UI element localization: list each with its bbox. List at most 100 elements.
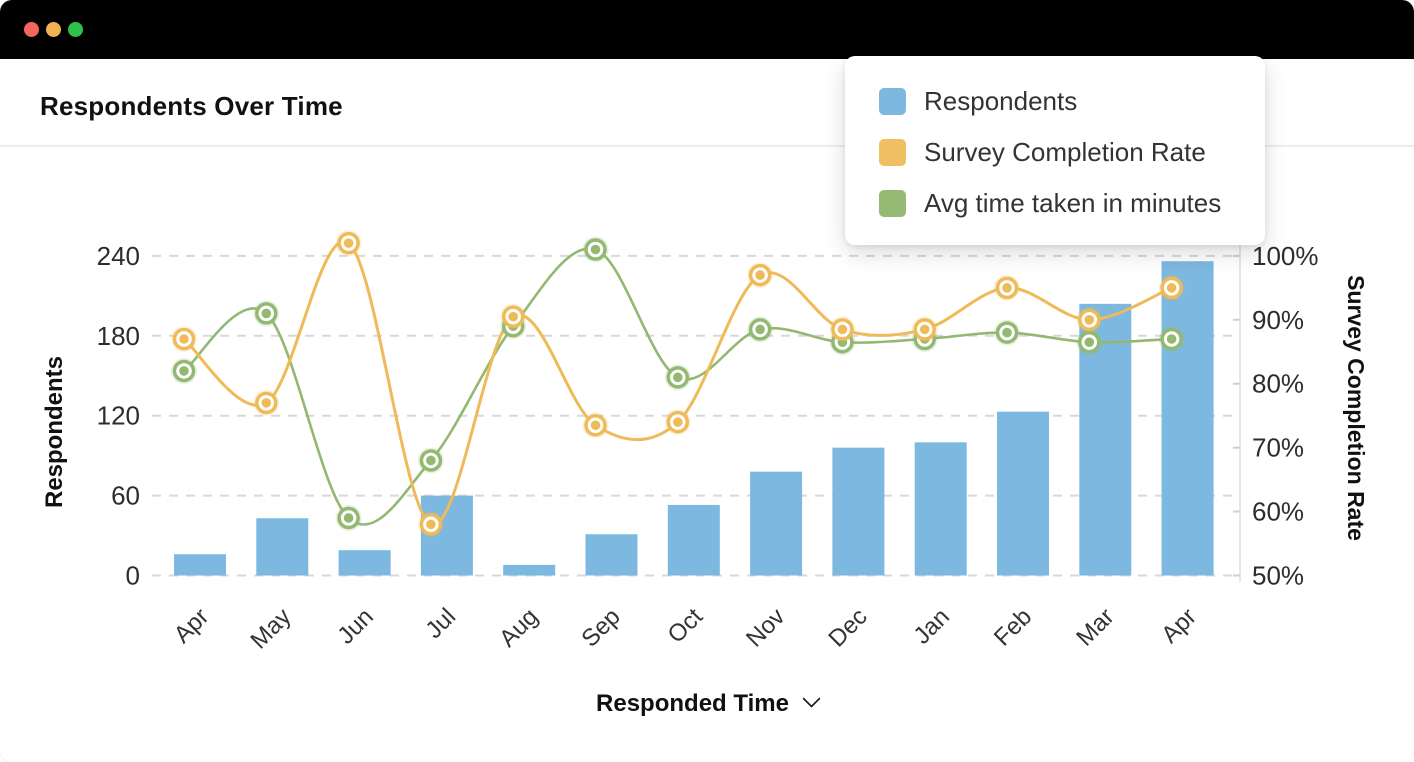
x-axis-month-label: Apr — [1156, 603, 1202, 649]
marker-completion-rate[interactable] — [1078, 308, 1101, 332]
bar-respondents[interactable] — [420, 495, 473, 576]
left-axis-tick-label: 0 — [126, 561, 140, 591]
marker-completion-rate-glow — [335, 230, 362, 257]
marker-avg-time-dot — [590, 244, 601, 255]
minimize-window-button[interactable] — [46, 22, 61, 37]
left-axis-tick-label: 120 — [97, 401, 140, 431]
marker-avg-time-dot — [1084, 337, 1095, 347]
marker-avg-time[interactable] — [1078, 330, 1101, 354]
marker-completion-rate-dot — [755, 270, 765, 280]
x-axis-month-label: Oct — [663, 603, 709, 649]
marker-avg-time-dot — [919, 334, 930, 344]
x-axis-dimension-dropdown[interactable]: Responded Time — [0, 688, 1414, 718]
x-axis-month-label: May — [245, 603, 296, 654]
marker-avg-time[interactable] — [748, 318, 772, 341]
marker-avg-time-glow — [994, 319, 1020, 346]
marker-avg-time-glow — [747, 316, 774, 343]
marker-completion-rate-glow — [253, 389, 280, 416]
legend-item[interactable]: Avg time taken in minutes — [879, 182, 1265, 225]
marker-avg-time-glow — [335, 504, 362, 531]
bar-respondents[interactable] — [338, 550, 391, 576]
legend-card: Respondents Survey Completion Rate Avg tim… — [845, 56, 1265, 245]
bar-respondents[interactable] — [832, 447, 885, 576]
marker-completion-rate[interactable] — [1160, 276, 1183, 300]
x-axis-month-label: Apr — [169, 603, 215, 649]
marker-avg-time[interactable] — [995, 321, 1019, 344]
marker-avg-time[interactable] — [913, 327, 936, 351]
legend-item[interactable]: Respondents — [879, 80, 1265, 123]
marker-avg-time[interactable] — [419, 449, 443, 472]
left-axis-title: Respondents — [41, 356, 68, 508]
line-completion-rate — [183, 239, 1173, 526]
marker-completion-rate-glow — [911, 316, 938, 343]
page-title: Respondents Over Time — [40, 91, 343, 121]
x-axis-month-label: Feb — [989, 603, 1037, 651]
x-axis-month-label: Mar — [1071, 603, 1119, 651]
marker-avg-time-glow — [253, 300, 280, 327]
marker-completion-rate[interactable] — [995, 276, 1019, 300]
marker-avg-time[interactable] — [172, 359, 196, 383]
bar-respondents[interactable] — [914, 442, 967, 576]
marker-completion-rate-glow — [582, 412, 609, 439]
left-axis-tick-label: 180 — [97, 321, 140, 351]
right-axis-tick-label: 80% — [1252, 369, 1304, 399]
marker-avg-time-glow — [829, 329, 856, 356]
marker-completion-rate[interactable] — [255, 391, 278, 415]
marker-avg-time-glow — [1158, 325, 1185, 352]
marker-avg-time[interactable] — [1160, 327, 1183, 351]
bar-respondents[interactable] — [256, 518, 309, 576]
right-axis-title: Survey Completion Rate — [1343, 275, 1369, 541]
bar-respondents[interactable] — [997, 411, 1049, 576]
marker-avg-time-glow — [417, 447, 444, 474]
x-axis-month-label: Dec — [823, 603, 872, 652]
marker-avg-time-dot — [343, 513, 354, 523]
right-axis-tick-label: 90% — [1252, 305, 1304, 335]
left-axis-tick-label: 240 — [97, 241, 140, 271]
marker-avg-time[interactable] — [831, 330, 854, 354]
marker-completion-rate[interactable] — [913, 318, 936, 341]
bar-respondents[interactable] — [174, 554, 226, 576]
marker-avg-time[interactable] — [337, 506, 360, 530]
marker-avg-time-dot — [261, 308, 272, 319]
marker-avg-time-glow — [582, 236, 609, 263]
marker-completion-rate[interactable] — [584, 414, 607, 437]
marker-completion-rate-dot — [1084, 315, 1095, 325]
marker-avg-time-dot — [1166, 334, 1177, 344]
marker-completion-rate[interactable] — [337, 231, 360, 255]
marker-completion-rate-dot — [1166, 283, 1177, 293]
bar-respondents[interactable] — [585, 534, 638, 576]
marker-completion-rate[interactable] — [831, 318, 854, 341]
x-axis-month-label: Jan — [908, 603, 954, 649]
marker-avg-time-glow — [171, 357, 197, 384]
marker-completion-rate-glow — [747, 262, 774, 289]
x-axis-month-label: Aug — [494, 603, 543, 652]
marker-completion-rate-glow — [171, 325, 197, 352]
x-axis-month-label: Jul — [420, 603, 461, 644]
marker-avg-time[interactable] — [666, 366, 690, 389]
bar-respondents[interactable] — [1079, 303, 1132, 576]
marker-avg-time[interactable] — [255, 302, 278, 325]
legend-swatch-icon — [879, 88, 906, 115]
marker-completion-rate-dot — [261, 398, 272, 408]
marker-avg-time[interactable] — [584, 238, 607, 261]
marker-completion-rate[interactable] — [666, 410, 690, 434]
marker-avg-time-dot — [179, 366, 189, 376]
bar-respondents[interactable] — [1161, 261, 1214, 576]
marker-completion-rate-glow — [829, 316, 856, 343]
marker-completion-rate-dot — [673, 417, 683, 427]
bar-respondents[interactable] — [750, 471, 803, 576]
close-window-button[interactable] — [24, 22, 39, 37]
legend-item-label: Avg time taken in minutes — [924, 188, 1222, 218]
marker-completion-rate[interactable] — [419, 513, 443, 536]
marker-completion-rate[interactable] — [501, 305, 525, 328]
bar-respondents[interactable] — [503, 564, 556, 576]
marker-avg-time[interactable] — [501, 314, 525, 338]
zoom-window-button[interactable] — [68, 22, 83, 37]
legend-item[interactable]: Survey Completion Rate — [879, 131, 1265, 174]
marker-completion-rate-glow — [994, 274, 1020, 301]
marker-completion-rate-glow — [1076, 306, 1103, 333]
marker-completion-rate[interactable] — [172, 327, 196, 351]
bar-respondents[interactable] — [667, 504, 720, 576]
marker-avg-time-glow — [664, 364, 691, 391]
marker-completion-rate[interactable] — [748, 263, 772, 287]
